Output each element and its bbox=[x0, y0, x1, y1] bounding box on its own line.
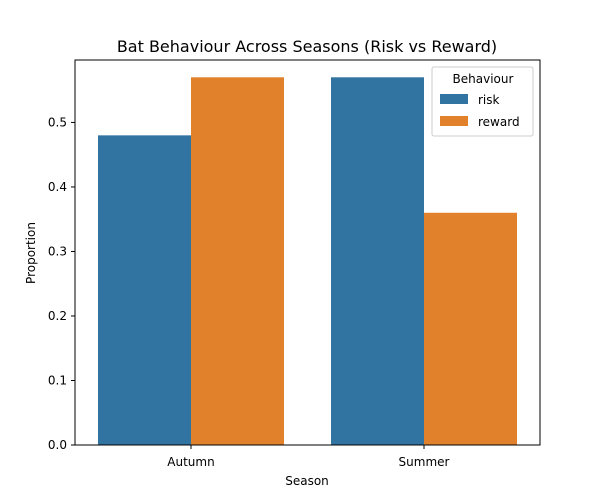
bar-risk-autumn bbox=[98, 135, 191, 446]
legend: Behaviour risk reward bbox=[431, 66, 534, 137]
bar-reward-summer bbox=[424, 212, 517, 445]
y-tick-label: 0.5 bbox=[48, 115, 67, 129]
x-tick-label-summer: Summer bbox=[399, 455, 450, 469]
legend-label-reward: reward bbox=[478, 115, 520, 129]
legend-label-risk: risk bbox=[478, 93, 500, 107]
legend-swatch-reward bbox=[440, 116, 468, 126]
bar-reward-autumn bbox=[191, 77, 284, 445]
y-axis: 0.0 0.1 0.2 0.3 0.4 0.5 bbox=[48, 115, 75, 452]
x-axis-label: Season bbox=[285, 474, 329, 488]
bar-risk-summer bbox=[331, 77, 424, 445]
x-axis: Autumn Summer bbox=[167, 445, 450, 469]
y-tick-label: 0.0 bbox=[48, 438, 67, 452]
legend-title: Behaviour bbox=[453, 72, 514, 86]
y-tick-label: 0.3 bbox=[48, 244, 67, 258]
bars-layer bbox=[98, 77, 517, 446]
y-axis-label: Proportion bbox=[24, 222, 38, 284]
y-tick-label: 0.2 bbox=[48, 309, 67, 323]
y-tick-label: 0.1 bbox=[48, 373, 67, 387]
x-tick-label-autumn: Autumn bbox=[167, 455, 214, 469]
y-tick-label: 0.4 bbox=[48, 180, 67, 194]
chart-title: Bat Behaviour Across Seasons (Risk vs Re… bbox=[117, 37, 497, 56]
legend-swatch-risk bbox=[440, 94, 468, 104]
plot-frame bbox=[74, 59, 541, 446]
